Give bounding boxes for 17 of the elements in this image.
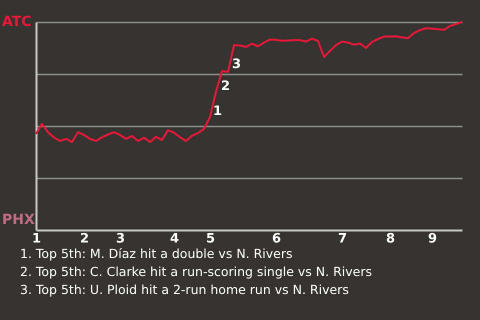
x-tick-label: 3 (116, 232, 126, 246)
x-tick-label: 4 (170, 232, 180, 246)
x-tick-label: 8 (386, 232, 396, 246)
text: 1. Top 5th: M. Díaz hit a double vs N. Rivers (20, 245, 294, 263)
x-tick-label: 2 (80, 232, 90, 246)
text: 2. Top 5th: C. Clarke hit a run-scoring single vs N. Rivers (20, 263, 372, 281)
annotation: 2 (221, 79, 230, 94)
text: 3. Top 5th: U. Ploid hit a 2-run home run vs N. Rivers (20, 281, 350, 299)
x-tick-label: 5 (206, 232, 216, 246)
x-tick-label: 9 (428, 232, 438, 246)
text: PHX (2, 212, 35, 228)
x-tick-label: 7 (338, 232, 348, 246)
annotation: 1 (213, 104, 222, 119)
text: ATC (2, 14, 32, 30)
x-tick-label: 6 (272, 232, 282, 246)
annotation: 3 (232, 57, 242, 72)
x-tick-label: 1 (32, 232, 42, 246)
